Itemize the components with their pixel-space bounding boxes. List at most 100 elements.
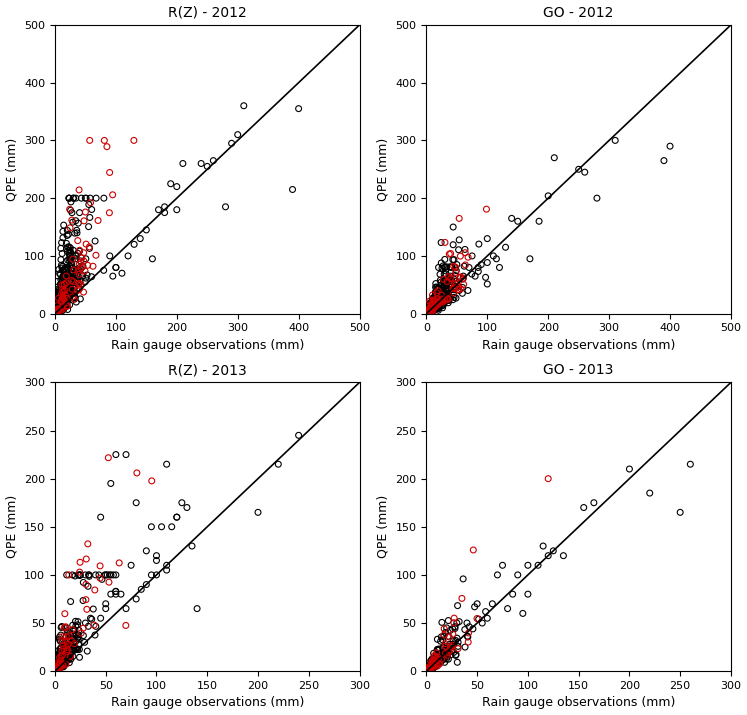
Point xyxy=(480,272,492,283)
Point xyxy=(437,297,449,309)
Point xyxy=(59,291,71,302)
Point xyxy=(57,280,69,292)
Point xyxy=(55,659,67,671)
Point xyxy=(51,305,63,317)
Point xyxy=(456,593,468,604)
Point xyxy=(428,297,440,308)
Point xyxy=(53,664,65,675)
Point xyxy=(421,307,433,319)
Point xyxy=(93,569,105,581)
Point xyxy=(450,649,462,660)
Point xyxy=(430,303,442,315)
Point xyxy=(51,300,63,311)
Point xyxy=(53,649,65,661)
Point xyxy=(54,661,66,672)
Point xyxy=(61,631,72,642)
Point xyxy=(60,285,72,297)
Point xyxy=(422,307,434,318)
Point xyxy=(438,648,450,659)
Point xyxy=(58,659,69,671)
Point xyxy=(424,297,436,309)
Point xyxy=(72,616,84,627)
Point xyxy=(55,279,67,290)
Point xyxy=(441,622,453,633)
Point xyxy=(434,650,446,661)
Point xyxy=(431,295,443,307)
Point xyxy=(177,158,189,169)
Point xyxy=(49,307,61,319)
Point xyxy=(422,664,434,676)
Point xyxy=(421,307,433,318)
Point xyxy=(146,253,158,265)
Point xyxy=(425,655,437,666)
Point xyxy=(52,661,63,673)
Point xyxy=(433,291,445,302)
Point xyxy=(421,308,433,320)
Point xyxy=(53,296,65,307)
Point xyxy=(435,297,447,309)
Point xyxy=(424,664,436,675)
Point xyxy=(84,613,96,624)
Point xyxy=(61,278,72,290)
Point xyxy=(49,665,61,676)
Point xyxy=(437,651,449,663)
Point xyxy=(50,305,62,316)
Point xyxy=(435,295,447,307)
Point xyxy=(50,661,62,672)
Point xyxy=(467,623,479,635)
Point xyxy=(433,297,444,309)
Point xyxy=(433,644,445,655)
Point xyxy=(425,302,437,314)
Point xyxy=(61,230,73,241)
Point xyxy=(56,280,68,291)
Point xyxy=(56,649,68,661)
Point xyxy=(432,303,444,315)
Point xyxy=(52,287,64,298)
Point xyxy=(56,290,68,302)
Point xyxy=(424,661,436,672)
Point xyxy=(66,272,78,284)
Point xyxy=(90,192,102,204)
Point xyxy=(455,283,467,295)
Point xyxy=(430,652,442,664)
Point xyxy=(421,307,433,318)
Point xyxy=(430,653,441,664)
Point xyxy=(56,635,68,646)
Point xyxy=(63,285,75,297)
Point xyxy=(432,295,444,307)
Point xyxy=(425,297,437,309)
Point xyxy=(448,613,460,624)
Point xyxy=(66,291,78,302)
Point xyxy=(54,298,66,310)
Point xyxy=(57,292,69,303)
Point xyxy=(49,307,61,319)
Point xyxy=(439,277,451,288)
Point xyxy=(63,280,75,291)
Point xyxy=(55,644,66,655)
Point xyxy=(54,303,66,315)
Point xyxy=(435,656,447,667)
Point xyxy=(439,262,451,273)
Point xyxy=(421,306,433,317)
Point xyxy=(430,302,441,313)
Point xyxy=(433,295,444,307)
Point xyxy=(429,654,441,665)
Point xyxy=(57,232,69,244)
Point xyxy=(49,306,61,317)
Point xyxy=(68,640,80,651)
Point xyxy=(54,647,66,659)
Point xyxy=(64,271,76,282)
Point xyxy=(449,281,461,292)
Point xyxy=(436,295,447,307)
Point xyxy=(87,603,99,615)
Point xyxy=(61,649,73,660)
Point xyxy=(72,247,84,259)
Point xyxy=(442,643,454,654)
Point xyxy=(61,300,73,312)
Point xyxy=(55,286,67,297)
Point xyxy=(59,641,71,652)
Point xyxy=(434,658,446,669)
Point xyxy=(53,662,65,674)
Point xyxy=(54,268,66,280)
Point xyxy=(52,660,64,671)
